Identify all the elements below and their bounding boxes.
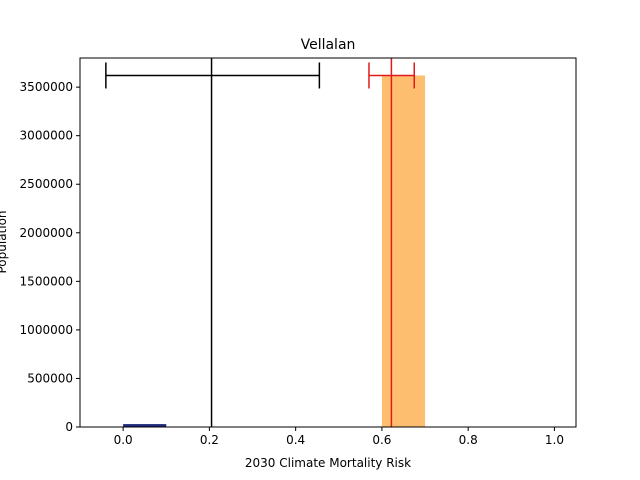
y-tick-label: 2500000 <box>20 177 73 191</box>
y-axis-ticks: 0 500000 1000000 1500000 2000000 2500000 30000… <box>20 80 80 434</box>
error-bar-1 <box>368 62 416 89</box>
y-tick-label: 1500000 <box>20 274 73 288</box>
x-tick-label: 0.6 <box>372 433 391 447</box>
plot-frame <box>79 57 577 428</box>
plot-marks <box>105 58 426 428</box>
bar-0 <box>123 424 167 427</box>
x-tick-label: 0.0 <box>114 433 133 447</box>
error-bar-0 <box>105 62 321 89</box>
y-tick-label: 0 <box>65 420 73 434</box>
y-tick-label: 2000000 <box>20 226 73 240</box>
x-tick-label: 0.2 <box>200 433 219 447</box>
chart-title: Vellalan <box>301 37 356 53</box>
y-tick-label: 3500000 <box>20 80 73 94</box>
x-tick-label: 1.0 <box>545 433 564 447</box>
x-tick-label: 0.4 <box>286 433 305 447</box>
x-axis-label: 2030 Climate Mortality Risk <box>245 456 411 470</box>
x-axis-ticks: 0.0 0.2 0.4 0.6 0.8 1.0 <box>114 427 564 447</box>
y-tick-label: 1000000 <box>20 323 73 337</box>
y-tick-label: 3000000 <box>20 129 73 143</box>
bar-1 <box>381 75 426 428</box>
y-axis-label: Population <box>0 210 9 273</box>
x-tick-label: 0.8 <box>459 433 478 447</box>
y-tick-label: 500000 <box>27 371 73 385</box>
